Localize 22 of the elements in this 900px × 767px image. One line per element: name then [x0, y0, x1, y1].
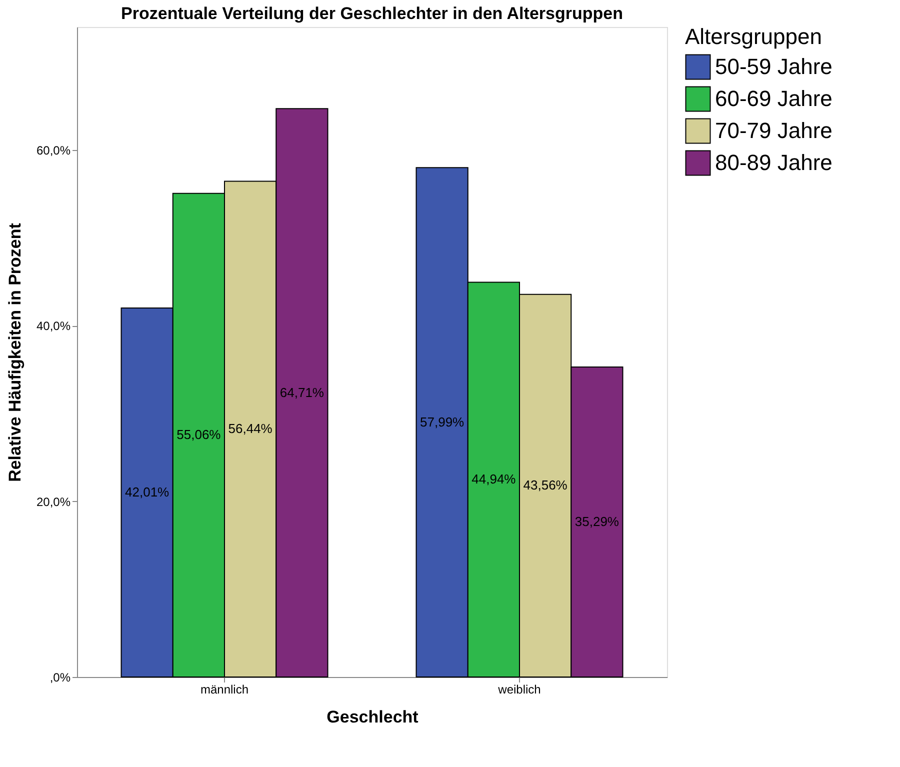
chart-title: Prozentuale Verteilung der Geschlechter in den Altersgruppen [121, 4, 623, 23]
legend-label: 60-69 Jahre [715, 86, 832, 111]
legend-title: Altersgruppen [685, 24, 822, 49]
legend-label: 70-79 Jahre [715, 118, 832, 143]
data-label: 64,71% [280, 384, 324, 400]
legend-label: 80-89 Jahre [715, 150, 832, 175]
y-tick-label: 40,0% [36, 319, 71, 334]
data-label: 42,01% [125, 484, 170, 500]
data-label: 56,44% [228, 421, 273, 436]
data-label: 55,06% [176, 427, 222, 442]
x-tick-label: weiblich [497, 682, 541, 696]
data-label: 43,56% [523, 478, 568, 493]
data-label: 35,29% [574, 514, 620, 530]
y-axis-title: Relative Häufigkeiten in Prozent [5, 222, 24, 482]
y-tick-label: 20,0% [36, 494, 71, 509]
y-tick-label: ,0% [50, 670, 71, 684]
x-tick-label: männlich [200, 682, 249, 696]
data-label: 44,94% [472, 472, 516, 487]
x-axis-title: Geschlecht [326, 708, 419, 726]
legend-label: 50-59 Jahre [715, 54, 832, 79]
data-label: 57,99% [420, 414, 465, 430]
y-tick-label: 60,0% [36, 143, 71, 158]
